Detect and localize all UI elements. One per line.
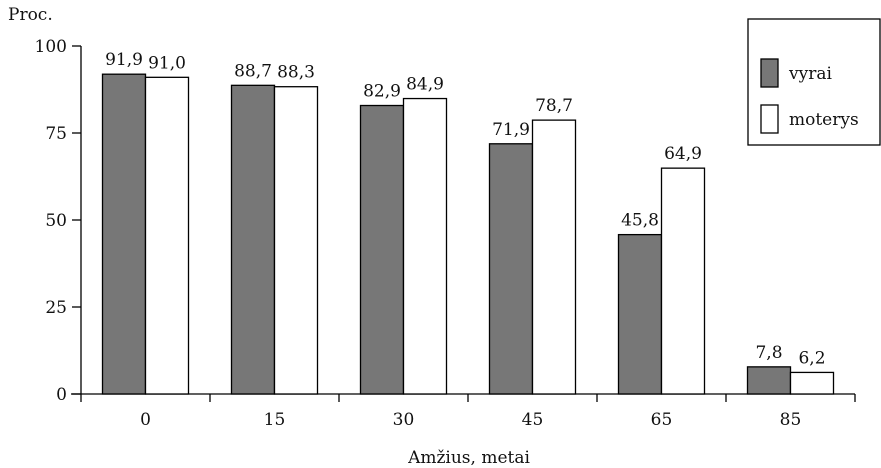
x-tick-label: 30 xyxy=(393,410,415,430)
bar-vyrai-45 xyxy=(488,143,534,395)
x-tick-label: 45 xyxy=(522,410,544,430)
data-label-moterys-15: 88,3 xyxy=(277,63,315,83)
bar-vyrai-30 xyxy=(359,104,405,395)
data-label-vyrai-30: 82,9 xyxy=(363,82,401,102)
bar-moterys-45 xyxy=(531,119,577,395)
x-axis-title: Amžius, metai xyxy=(407,448,530,468)
x-tick-label: 15 xyxy=(264,410,286,430)
axes: 0 25 50 75 100 0 15 30 45 65 85 xyxy=(35,37,856,430)
y-tick-label: 0 xyxy=(56,385,67,405)
data-label-vyrai-15: 88,7 xyxy=(234,61,272,81)
legend-label-vyrai: vyrai xyxy=(788,64,832,84)
x-tick-label: 65 xyxy=(651,410,673,430)
data-label-vyrai-65: 45,8 xyxy=(621,211,659,231)
bar-moterys-0 xyxy=(144,76,190,395)
y-tick-label: 75 xyxy=(45,124,67,144)
bars xyxy=(101,73,835,395)
data-label-vyrai-45: 71,9 xyxy=(492,120,530,140)
legend-swatch-vyrai xyxy=(760,58,779,88)
y-tick-label: 25 xyxy=(45,298,67,318)
bar-vyrai-0 xyxy=(101,73,147,395)
bar-moterys-15 xyxy=(273,86,319,395)
bar-moterys-65 xyxy=(660,167,706,395)
legend-swatch-moterys xyxy=(760,104,779,134)
data-labels: 91,9 91,0 88,7 88,3 82,9 84,9 71,978,7 45,8 64,9… xyxy=(105,50,825,368)
data-label-moterys-30: 84,9 xyxy=(406,75,444,95)
legend: vyrai moterys xyxy=(747,18,881,146)
data-label-vyrai-85: 7,8 xyxy=(755,343,782,363)
data-label-moterys-45: 78,7 xyxy=(535,96,573,116)
bar-vyrai-85 xyxy=(746,366,792,395)
legend-label-moterys: moterys xyxy=(789,110,859,130)
bar-vyrai-15 xyxy=(230,84,276,395)
data-label-moterys-0: 91,0 xyxy=(148,53,186,73)
x-tick-label: 85 xyxy=(780,410,802,430)
bar-moterys-85 xyxy=(789,371,835,395)
data-label-vyrai-0: 91,9 xyxy=(105,50,143,70)
data-label-moterys-85: 6,2 xyxy=(798,348,825,368)
data-label-moterys-65: 64,9 xyxy=(664,144,702,164)
y-tick-label: 50 xyxy=(45,211,67,231)
x-tick-label: 0 xyxy=(140,410,151,430)
y-tick-label: 100 xyxy=(35,37,67,57)
bar-moterys-30 xyxy=(402,97,448,395)
y-axis-title: Proc. xyxy=(8,5,53,25)
bar-vyrai-65 xyxy=(617,233,663,395)
